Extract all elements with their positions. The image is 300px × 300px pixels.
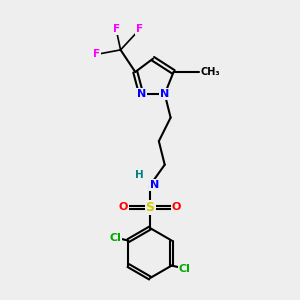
Text: F: F	[136, 24, 143, 34]
Text: F: F	[93, 49, 100, 59]
Text: O: O	[119, 202, 128, 212]
Text: F: F	[112, 24, 120, 34]
Text: N: N	[160, 89, 169, 99]
Text: N: N	[150, 180, 159, 190]
Text: O: O	[172, 202, 181, 212]
Text: CH₃: CH₃	[200, 67, 220, 77]
Text: S: S	[146, 201, 154, 214]
Text: Cl: Cl	[109, 232, 121, 243]
Text: H: H	[135, 170, 144, 180]
Text: Cl: Cl	[179, 263, 191, 274]
Text: N: N	[136, 89, 146, 99]
